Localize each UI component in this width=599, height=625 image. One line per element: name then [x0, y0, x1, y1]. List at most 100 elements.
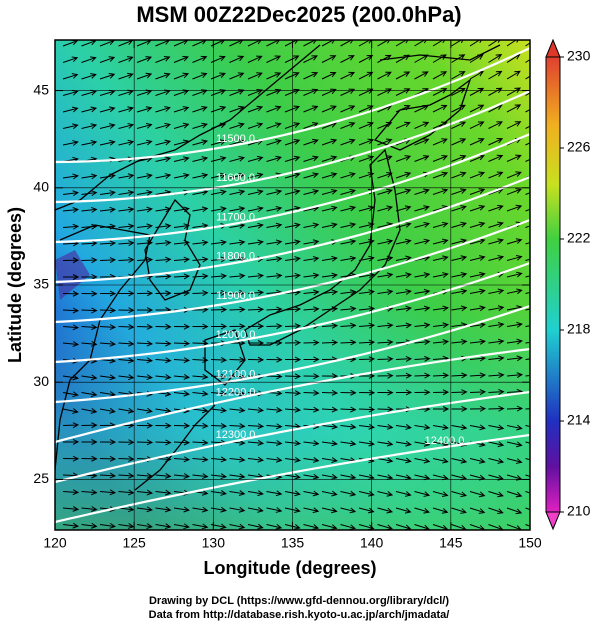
- wind-arrow: [229, 456, 246, 463]
- wind-arrow: [229, 523, 246, 530]
- wind-arrow: [284, 155, 301, 162]
- wind-arrow: [432, 221, 449, 228]
- wind-arrow: [321, 188, 338, 195]
- wind-arrow: [506, 154, 522, 162]
- colorbar-scale: [545, 56, 561, 513]
- wind-arrow: [62, 173, 79, 180]
- colorbar-max-arrow: [545, 38, 561, 58]
- wind-arrow: [192, 122, 208, 129]
- wind-arrow: [136, 290, 154, 297]
- wind-arrow: [414, 155, 430, 162]
- wind-arrow: [173, 122, 190, 129]
- wind-arrow: [469, 372, 487, 379]
- wind-arrow: [81, 223, 98, 230]
- wind-arrow: [340, 255, 357, 262]
- wind-arrow: [192, 390, 209, 397]
- wind-arrow: [266, 256, 283, 263]
- contour-label: 12300.0: [216, 429, 256, 441]
- wind-arrow: [414, 440, 431, 447]
- wind-arrow: [469, 322, 486, 328]
- wind-arrow: [506, 288, 523, 295]
- wind-arrow: [414, 457, 431, 464]
- wind-arrow: [395, 424, 412, 430]
- wind-arrow: [247, 189, 264, 196]
- wind-arrow: [229, 407, 246, 414]
- wind-arrow: [192, 72, 208, 80]
- wind-arrow: [247, 356, 265, 363]
- wind-arrow: [321, 205, 338, 212]
- wind-arrow: [118, 206, 135, 213]
- wind-arrow: [414, 424, 431, 430]
- wind-arrow: [414, 491, 431, 497]
- wind-arrow: [525, 425, 530, 427]
- wind-arrow: [229, 155, 246, 162]
- wind-arrow: [62, 106, 79, 113]
- wind-arrow: [506, 405, 524, 412]
- wind-arrow: [377, 423, 394, 430]
- wind-arrow: [136, 139, 153, 146]
- colorbar: 210 214 218 222 226 230: [545, 38, 591, 531]
- wind-arrow: [525, 58, 530, 63]
- wind-arrow: [377, 71, 392, 80]
- wind-arrow: [81, 307, 98, 314]
- wind-arrow: [525, 192, 530, 195]
- wind-arrow: [451, 221, 467, 228]
- wind-arrow: [432, 54, 447, 63]
- wind-arrow: [229, 122, 245, 129]
- wind-arrow: [81, 257, 98, 264]
- wind-arrow: [488, 507, 504, 515]
- wind-arrow: [377, 88, 393, 96]
- wind-arrow: [155, 122, 172, 129]
- wind-arrow: [118, 407, 135, 414]
- wind-arrow: [303, 172, 319, 179]
- x-tick-label: 150: [518, 535, 542, 551]
- wind-arrow: [99, 106, 116, 113]
- wind-arrow: [99, 257, 117, 263]
- wind-arrow: [192, 290, 209, 296]
- wind-arrow: [414, 355, 431, 362]
- wind-arrow: [321, 71, 337, 80]
- wind-arrow: [62, 489, 80, 496]
- wind-arrow: [192, 206, 209, 213]
- wind-arrow: [488, 54, 503, 63]
- wind-arrow: [192, 172, 209, 179]
- wind-arrow: [192, 223, 209, 229]
- wind-arrow: [395, 222, 412, 228]
- wind-arrow: [118, 72, 134, 80]
- x-tick-label: 130: [202, 535, 226, 551]
- wind-arrow: [395, 305, 412, 312]
- wind-arrow: [488, 238, 504, 245]
- wind-arrow: [62, 341, 80, 347]
- wind-arrow: [525, 408, 530, 410]
- wind-arrow: [469, 271, 486, 278]
- wind-arrow: [62, 223, 80, 230]
- wind-arrow: [62, 324, 80, 331]
- wind-arrow: [284, 122, 301, 129]
- wind-arrow: [469, 188, 486, 195]
- wind-arrow: [414, 40, 427, 47]
- wind-arrow: [81, 489, 98, 496]
- wind-arrow: [192, 506, 209, 513]
- wind-arrow: [451, 305, 468, 312]
- wind-arrow: [173, 422, 191, 429]
- wind-arrow: [432, 255, 449, 262]
- wind-arrow: [321, 473, 338, 480]
- wind-arrow: [173, 506, 190, 513]
- wind-arrow: [62, 190, 79, 197]
- wind-arrow: [192, 55, 208, 63]
- wind-arrow: [358, 54, 374, 63]
- wind-arrow: [321, 423, 339, 430]
- wind-arrow: [525, 507, 530, 511]
- wind-arrow: [451, 338, 468, 345]
- wind-arrow: [266, 122, 282, 129]
- wind-arrow: [414, 272, 431, 278]
- wind-arrow: [192, 156, 209, 162]
- wind-arrow: [469, 238, 486, 245]
- wind-arrow: [432, 389, 450, 396]
- wind-arrow: [266, 189, 283, 195]
- wind-arrow: [414, 138, 430, 146]
- wind-arrow: [488, 121, 503, 129]
- wind-arrow: [358, 88, 374, 96]
- wind-arrow: [321, 322, 339, 329]
- wind-arrow: [173, 72, 190, 80]
